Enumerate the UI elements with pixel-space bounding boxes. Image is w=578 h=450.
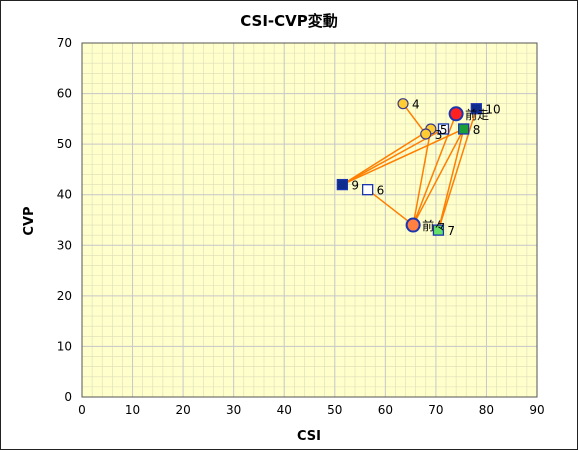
y-axis-ticks: 0 10 20 30 40 50 60 70 (57, 36, 72, 404)
x-tick-label: 60 (378, 403, 393, 417)
connection-lines (341, 103, 478, 231)
y-tick-label: 60 (57, 87, 72, 101)
point-label: 6 (377, 184, 385, 198)
y-tick-label: 30 (57, 238, 72, 252)
x-tick-label: 50 (327, 403, 342, 417)
point-marker (437, 123, 450, 135)
point-marker (405, 217, 421, 233)
x-tick-label: 10 (125, 403, 140, 417)
point-label: 4 (412, 98, 420, 112)
y-tick-label: 70 (57, 36, 72, 50)
plot-area (82, 43, 537, 397)
x-tick-label: 70 (428, 403, 443, 417)
point-label: 8 (473, 123, 481, 137)
point-label: 前走 (465, 107, 489, 122)
point-label: 10 (485, 103, 500, 117)
x-tick-label: 20 (175, 403, 190, 417)
connection-line (342, 128, 465, 186)
y-tick-label: 20 (57, 289, 72, 303)
point-label: 9 (351, 179, 359, 193)
point-label: 3 (435, 128, 443, 142)
x-tick-label: 0 (78, 403, 86, 417)
connection-line (341, 128, 432, 186)
connection-line (437, 108, 478, 231)
point-marker (420, 128, 432, 140)
point-marker (458, 123, 470, 135)
y-tick-label: 10 (57, 339, 72, 353)
plot-border (81, 42, 538, 398)
point-marker (397, 98, 409, 110)
point-marker (470, 103, 482, 115)
data-markers (336, 98, 482, 236)
point-marker (336, 178, 349, 191)
major-grid (81, 42, 538, 398)
point-marker (361, 184, 374, 196)
point-marker (432, 224, 445, 236)
x-tick-label: 30 (226, 403, 241, 417)
point-marker (448, 106, 464, 122)
x-tick-label: 80 (479, 403, 494, 417)
x-tick-label: 90 (529, 403, 544, 417)
connection-line (412, 128, 465, 226)
connection-line (437, 128, 465, 231)
x-tick-label: 40 (277, 403, 292, 417)
chart-title: CSI-CVP変動 (240, 12, 338, 30)
y-tick-label: 40 (57, 188, 72, 202)
y-axis-title: CVP (22, 206, 37, 235)
point-label: 5 (440, 123, 448, 137)
connection-line (402, 103, 427, 135)
point-label: 前々 (422, 218, 446, 233)
y-tick-label: 50 (57, 137, 72, 151)
y-tick-label: 0 (64, 390, 72, 404)
x-axis-title: CSI (297, 429, 321, 444)
connection-line (367, 189, 414, 226)
x-axis-ticks: 0 10 20 30 40 50 60 70 80 90 (78, 403, 544, 417)
point-label: 7 (447, 224, 455, 238)
